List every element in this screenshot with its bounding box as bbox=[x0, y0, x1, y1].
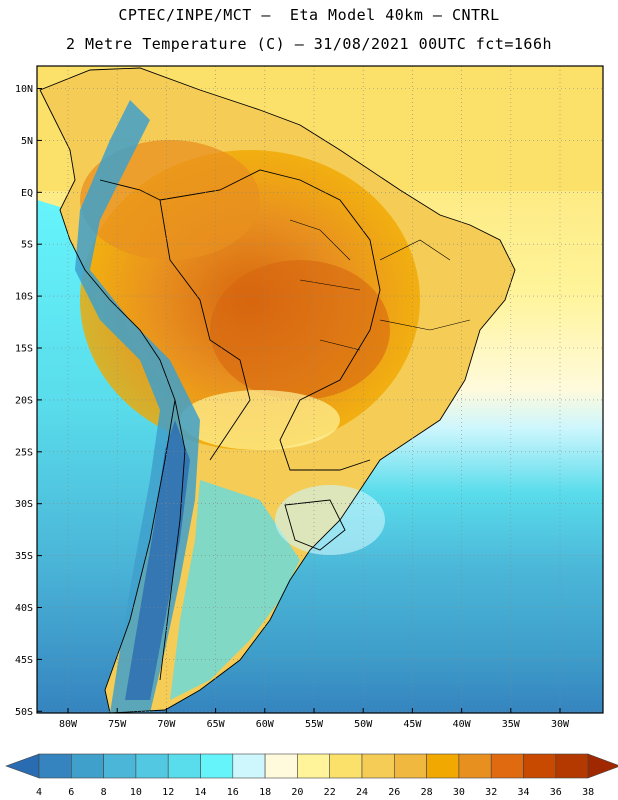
legend-value-label: 24 bbox=[356, 787, 368, 798]
southern-cone-cool-region bbox=[170, 480, 300, 700]
legend-value-label: 6 bbox=[68, 787, 74, 798]
legend-cell-above-38 bbox=[587, 753, 618, 779]
lon-label: 45W bbox=[403, 719, 422, 730]
political-borders bbox=[39, 67, 516, 713]
legend-cell bbox=[200, 753, 234, 779]
legend-value-label: 28 bbox=[421, 787, 433, 798]
legend-value-label: 16 bbox=[227, 787, 239, 798]
lon-label: 55W bbox=[305, 719, 324, 730]
legend-value-label: 38 bbox=[582, 787, 594, 798]
color-legend bbox=[5, 753, 618, 779]
map-field bbox=[37, 66, 603, 713]
legend-labels: 4 6 8 10 12 14 16 18 20 22 24 26 28 30 32 34 36 38 bbox=[36, 787, 594, 798]
legend-value-label: 36 bbox=[550, 787, 562, 798]
map-title-line2: 2 Metre Temperature (C) – 31/08/2021 00U… bbox=[65, 35, 553, 53]
lat-label: 5N bbox=[21, 136, 33, 147]
legend-cell bbox=[458, 753, 492, 779]
legend-cell bbox=[103, 753, 137, 779]
legend-cell bbox=[264, 753, 298, 779]
south-brazil-cool-patch bbox=[275, 485, 385, 555]
legend-value-label: 30 bbox=[453, 787, 465, 798]
brazil-border bbox=[159, 169, 381, 471]
legend-value-label: 12 bbox=[162, 787, 174, 798]
legend-value-label: 14 bbox=[194, 787, 206, 798]
legend-value-label: 34 bbox=[517, 787, 529, 798]
legend-value-label: 22 bbox=[324, 787, 336, 798]
legend-cell bbox=[329, 753, 363, 779]
longitude-labels: 80W 75W 70W 65W 60W 55W 50W 45W 40W 35W 30W bbox=[59, 708, 570, 730]
lon-label: 60W bbox=[256, 719, 275, 730]
lon-label: 50W bbox=[354, 719, 373, 730]
lon-label: 70W bbox=[157, 719, 176, 730]
legend-value-label: 26 bbox=[388, 787, 400, 798]
legend-cell bbox=[490, 753, 524, 779]
legend-cell-below-4 bbox=[5, 753, 40, 779]
south-mild-band bbox=[180, 390, 340, 450]
lon-label: 80W bbox=[59, 719, 78, 730]
legend-value-label: 20 bbox=[291, 787, 303, 798]
legend-cell bbox=[297, 753, 330, 779]
lon-label: 30W bbox=[551, 719, 570, 730]
legend-cell bbox=[555, 753, 589, 779]
lat-label: 20S bbox=[15, 395, 33, 406]
legend-value-label: 18 bbox=[259, 787, 271, 798]
legend-value-label: 8 bbox=[101, 787, 107, 798]
legend-cell bbox=[38, 753, 72, 779]
lon-label: 35W bbox=[502, 719, 521, 730]
lon-label: 40W bbox=[453, 719, 472, 730]
lat-label: 25S bbox=[15, 447, 33, 458]
lat-label: 40S bbox=[15, 603, 33, 614]
lat-label: 35S bbox=[15, 551, 33, 562]
lat-label: 45S bbox=[15, 655, 33, 666]
legend-cell bbox=[426, 753, 460, 779]
latitude-labels: 10N 5N EQ 5S 10S 15S 20S 25S 30S 35S 40S 45S 50S bbox=[15, 84, 42, 718]
uruguay-region bbox=[284, 499, 346, 551]
central-hot-core bbox=[210, 260, 390, 400]
brazil-states bbox=[289, 219, 471, 351]
andes-deep-cold bbox=[125, 420, 190, 700]
legend-cell bbox=[361, 753, 395, 779]
legend-cell bbox=[393, 753, 427, 779]
lon-label: 65W bbox=[207, 719, 226, 730]
continent-coastline bbox=[39, 67, 516, 713]
lat-label: 15S bbox=[15, 344, 33, 355]
legend-value-label: 32 bbox=[485, 787, 497, 798]
legend-cell bbox=[135, 753, 169, 779]
map-title-line1: CPTEC/INPE/MCT – Eta Model 40km – CNTRL bbox=[118, 6, 500, 24]
lat-label: 5S bbox=[21, 240, 33, 251]
legend-cell bbox=[167, 753, 201, 779]
andean-borders bbox=[99, 179, 251, 461]
lat-label: 50S bbox=[15, 707, 33, 718]
legend-value-label: 4 bbox=[36, 787, 42, 798]
legend-cell bbox=[71, 753, 104, 779]
lat-label: 10N bbox=[15, 84, 33, 95]
lon-label: 75W bbox=[108, 719, 127, 730]
legend-cell bbox=[523, 753, 557, 779]
legend-cell bbox=[232, 753, 266, 779]
lat-label: EQ bbox=[21, 188, 33, 199]
map-frame bbox=[36, 65, 604, 714]
lat-label: 30S bbox=[15, 499, 33, 510]
legend-value-label: 10 bbox=[130, 787, 142, 798]
lat-label: 10S bbox=[15, 292, 33, 303]
